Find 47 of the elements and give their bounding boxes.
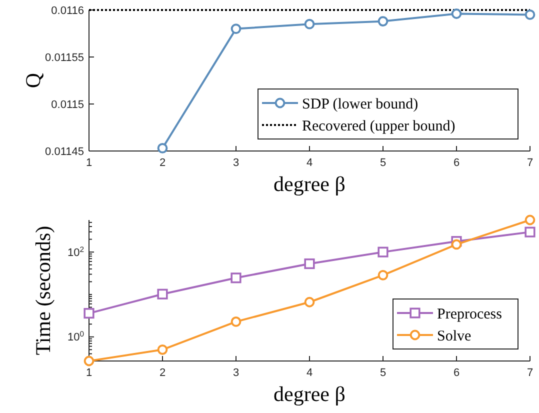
x-tick-label: 3 (232, 367, 240, 379)
y-tick-label: 10$^{0}$ (67, 329, 84, 344)
point (157, 344, 168, 355)
x-tick-label: 6 (453, 367, 460, 379)
point (524, 10, 536, 20)
point (157, 288, 168, 300)
y-tick-label: 0.0115 (51, 98, 84, 111)
y-tick-label: 0.01155 (45, 52, 84, 64)
x-tick-label: 2 (159, 157, 166, 169)
legend-label: SDP (lower bound) (302, 96, 418, 112)
point (84, 308, 94, 319)
x-tick-label: 3 (232, 157, 240, 169)
x-tick-label: 1 (86, 157, 92, 169)
x-tick-label: 1 (86, 367, 92, 379)
x-tick-label: 7 (526, 157, 534, 169)
x-tick-label: 4 (306, 367, 313, 379)
y-tick-label: 10$^{2}$ (67, 244, 84, 259)
x-tick-label: 6 (453, 157, 460, 169)
y-axis-title: Time (seconds) (31, 226, 55, 356)
x-axis-title: degree β (274, 382, 346, 406)
point (378, 246, 388, 258)
point (304, 18, 315, 30)
point (378, 270, 388, 280)
point (524, 214, 536, 226)
x-tick-label: 5 (380, 157, 386, 169)
x-tick-label: 7 (526, 367, 534, 379)
y-axis-title: Q (21, 72, 45, 88)
point (84, 356, 94, 366)
legend-label: Solve (437, 328, 472, 344)
point (524, 226, 536, 238)
point (230, 316, 242, 327)
x-axis-title: degree β (274, 172, 346, 196)
x-tick-label: 2 (159, 367, 166, 379)
point (304, 296, 315, 308)
legend-label: Preprocess (437, 306, 502, 322)
y-tick-label: 0.0116 (51, 4, 84, 17)
legend-label: Recovered (upper bound) (302, 118, 456, 134)
point (451, 8, 462, 19)
point (451, 239, 462, 250)
point (157, 142, 168, 154)
y-tick-label: 0.01145 (45, 146, 84, 158)
point (378, 16, 388, 26)
x-tick-label: 4 (306, 157, 313, 169)
point (304, 258, 315, 270)
point (230, 24, 242, 34)
point (230, 272, 242, 284)
x-tick-label: 5 (380, 367, 386, 379)
